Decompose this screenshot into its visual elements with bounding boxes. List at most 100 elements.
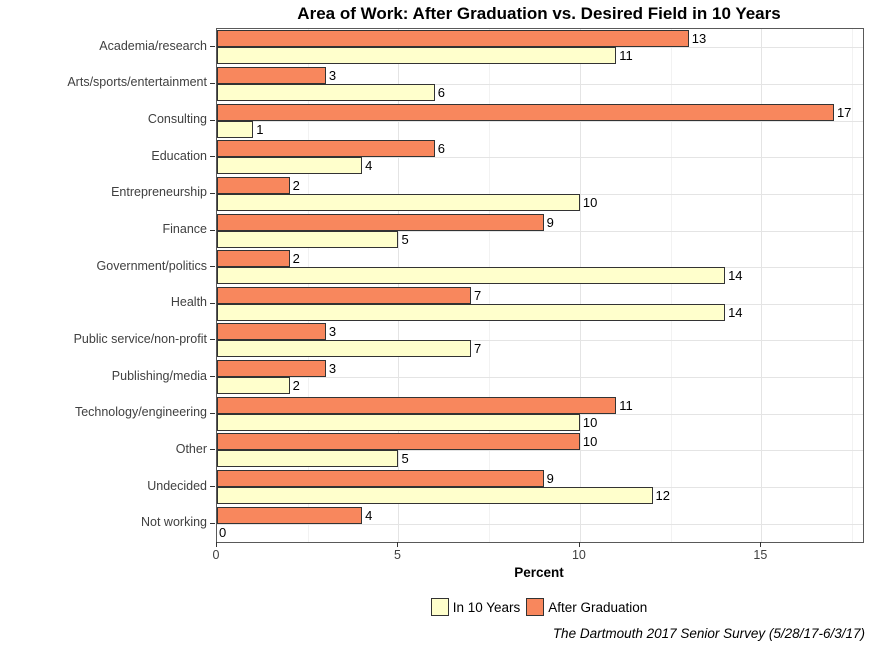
- gridline-horizontal-major: [217, 340, 863, 342]
- y-tick: [210, 302, 215, 304]
- y-axis-label: Health: [170, 295, 207, 310]
- bar-in-10-years: [217, 377, 290, 395]
- legend-entry-after-graduation: After Graduation: [526, 598, 647, 616]
- y-axis-label: Public service/non-profit: [73, 331, 207, 346]
- value-label: 6: [437, 84, 445, 100]
- y-tick: [210, 339, 215, 341]
- bar-after-graduation: [217, 396, 617, 414]
- bar-after-graduation: [217, 140, 435, 158]
- y-axis-label: Finance: [162, 222, 207, 237]
- bar-in-10-years: [217, 120, 254, 138]
- y-tick: [210, 266, 215, 268]
- y-tick: [210, 486, 215, 488]
- x-tick: [397, 542, 399, 547]
- value-label: 10: [582, 434, 598, 450]
- value-label: 7: [474, 287, 482, 303]
- value-label: 1: [256, 121, 264, 137]
- value-label: 13: [691, 31, 707, 47]
- bar-after-graduation: [217, 66, 326, 84]
- bar-in-10-years: [217, 230, 399, 248]
- value-label: 11: [619, 48, 633, 64]
- bar-after-graduation: [217, 470, 544, 488]
- value-label: 3: [328, 67, 337, 83]
- x-tick: [760, 542, 762, 547]
- y-axis-label: Technology/engineering: [74, 405, 207, 420]
- gridline-horizontal-major: [217, 83, 863, 85]
- gridline-vertical-major: [579, 29, 581, 542]
- value-label: 17: [836, 104, 852, 120]
- y-tick: [210, 376, 215, 378]
- value-label: 5: [401, 451, 409, 467]
- bar-after-graduation: [217, 360, 326, 378]
- x-tick-label: 0: [212, 548, 220, 562]
- gridline-vertical-minor: [852, 29, 854, 542]
- y-axis-label: Entrepreneurship: [111, 185, 207, 200]
- gridline-horizontal-major: [217, 377, 863, 379]
- x-tick: [216, 542, 217, 547]
- gridline-horizontal-major: [217, 450, 863, 452]
- y-tick: [210, 412, 215, 414]
- x-tick: [578, 542, 580, 547]
- bar-in-10-years: [217, 267, 726, 285]
- gridline-vertical-minor: [670, 29, 672, 542]
- value-label: 9: [546, 214, 554, 230]
- gridline-vertical-minor: [307, 29, 309, 542]
- y-axis-label: Education: [151, 148, 207, 163]
- bar-in-10-years: [217, 487, 653, 505]
- gridline-vertical-major: [761, 29, 763, 542]
- y-axis-label: Not working: [141, 515, 207, 530]
- value-label: 14: [728, 304, 743, 320]
- y-tick: [210, 46, 215, 48]
- gridline-horizontal-major: [217, 523, 863, 525]
- x-tick-label: 5: [393, 548, 401, 562]
- value-label: 10: [582, 414, 598, 430]
- legend: In 10 Years After Graduation: [216, 596, 862, 618]
- bar-in-10-years: [217, 413, 580, 431]
- bar-in-10-years: [217, 450, 399, 468]
- value-label: 3: [328, 324, 337, 340]
- value-label: 0: [219, 524, 227, 540]
- bar-in-10-years: [217, 157, 363, 175]
- x-axis-title: Percent: [514, 565, 564, 580]
- gridline-horizontal-major: [217, 230, 863, 232]
- bar-after-graduation: [217, 103, 834, 121]
- bar-after-graduation: [217, 213, 544, 231]
- gridline-vertical-minor: [489, 29, 491, 542]
- bar-after-graduation: [217, 506, 363, 524]
- bar-in-10-years: [217, 340, 472, 358]
- y-axis-label: Arts/sports/entertainment: [67, 75, 207, 90]
- value-label: 10: [582, 194, 598, 210]
- legend-swatch-after-graduation: [526, 598, 545, 616]
- gridline-horizontal-major: [217, 157, 863, 159]
- y-tick: [210, 229, 215, 231]
- plot-panel: 13 11 3 6 17 1 6 4 2 10 9 5 2 14 7 14 3 7 3 2 11 10 10 5 9 12 4 0: [216, 28, 864, 543]
- y-tick: [210, 156, 215, 158]
- bar-after-graduation: [217, 250, 290, 268]
- value-label: 2: [292, 378, 300, 394]
- bar-after-graduation: [217, 323, 326, 341]
- legend-swatch-in-10-years: [430, 598, 449, 616]
- value-label: 9: [546, 471, 554, 487]
- value-label: 14: [728, 268, 743, 284]
- bar-in-10-years: [217, 83, 435, 101]
- value-label: 4: [365, 507, 373, 523]
- value-label: 11: [619, 397, 633, 413]
- value-label: 6: [437, 141, 445, 157]
- y-axis-label: Consulting: [147, 112, 207, 127]
- y-axis-label: Government/politics: [96, 258, 207, 273]
- y-tick: [210, 522, 215, 524]
- value-label: 2: [292, 251, 300, 267]
- y-tick: [210, 82, 215, 84]
- value-label: 2: [292, 177, 300, 193]
- legend-label-in-10-years: In 10 Years: [452, 599, 521, 615]
- bar-in-10-years: [217, 47, 617, 65]
- legend-label-after-graduation: After Graduation: [548, 599, 648, 615]
- chart-caption: The Dartmouth 2017 Senior Survey (5/28/1…: [552, 626, 865, 641]
- chart-title: Area of Work: After Graduation vs. Desir…: [297, 4, 781, 23]
- x-tick-label: 10: [571, 548, 586, 562]
- value-label: 4: [365, 158, 373, 174]
- y-tick: [210, 119, 215, 121]
- gridline-vertical-major: [398, 29, 400, 542]
- value-label: 12: [655, 488, 670, 504]
